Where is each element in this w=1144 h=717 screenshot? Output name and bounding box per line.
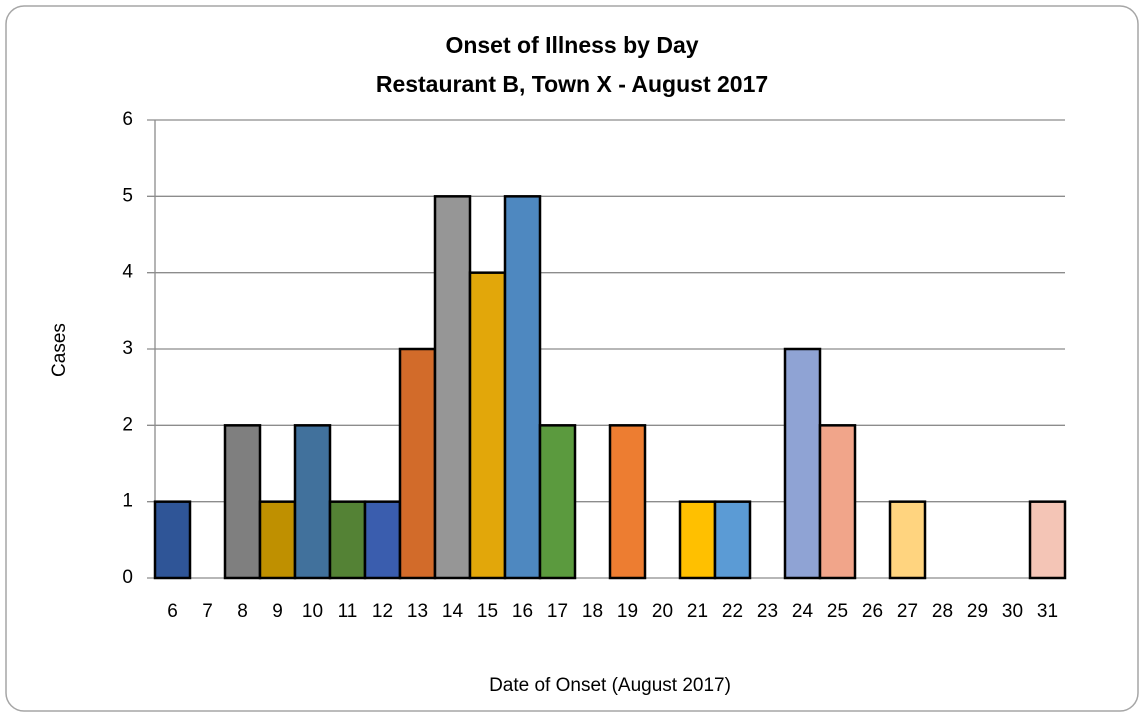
- x-tick-label: 8: [237, 601, 248, 622]
- bar: [503, 195, 542, 580]
- x-tick-label: 31: [1037, 601, 1058, 622]
- bar: [608, 424, 647, 580]
- bar: [783, 347, 822, 580]
- x-tick-label: 28: [932, 601, 953, 622]
- chart-title: Onset of Illness by Day: [445, 32, 698, 58]
- bar: [678, 500, 717, 580]
- y-tick-label: 2: [122, 414, 133, 435]
- bar: [223, 424, 262, 580]
- bar: [258, 500, 297, 580]
- x-tick-label: 7: [202, 601, 213, 622]
- bar: [888, 500, 927, 580]
- bar: [468, 271, 507, 580]
- x-tick-label: 17: [547, 601, 568, 622]
- x-tick-label: 13: [407, 601, 428, 622]
- x-tick-label: 26: [862, 601, 883, 622]
- bar: [538, 424, 577, 580]
- bar: [153, 500, 192, 580]
- x-tick-label: 14: [442, 601, 464, 622]
- x-tick-label: 23: [757, 601, 778, 622]
- x-tick-label: 27: [897, 601, 918, 622]
- x-axis-label: Date of Onset (August 2017): [489, 675, 731, 696]
- x-tick-label: 30: [1002, 601, 1023, 622]
- y-tick-label: 6: [122, 109, 133, 130]
- y-tick-label: 4: [122, 262, 133, 283]
- x-tick-label: 12: [372, 601, 393, 622]
- x-tick-label: 20: [652, 601, 673, 622]
- x-tick-label: 22: [722, 601, 743, 622]
- bar: [713, 500, 752, 580]
- bar: [433, 195, 472, 580]
- x-tick-label: 11: [338, 601, 358, 622]
- y-axis-label: Cases: [49, 323, 70, 377]
- chart-subtitle: Restaurant B, Town X - August 2017: [376, 71, 768, 97]
- x-tick-label: 21: [687, 601, 708, 622]
- x-tick-label: 6: [167, 601, 178, 622]
- bar: [1028, 500, 1067, 580]
- bar: [328, 500, 367, 580]
- y-tick-label: 3: [122, 338, 133, 359]
- x-tick-label: 10: [302, 601, 323, 622]
- y-tick-label: 5: [122, 185, 133, 206]
- y-tick-label: 0: [122, 567, 133, 588]
- bar: [363, 500, 402, 580]
- x-tick-label: 18: [582, 601, 603, 622]
- x-tick-label: 9: [272, 601, 283, 622]
- bar: [293, 424, 332, 580]
- x-tick-label: 24: [792, 601, 814, 622]
- x-tick-label: 19: [617, 601, 638, 622]
- x-tick-label: 15: [477, 601, 498, 622]
- bar: [818, 424, 857, 580]
- x-tick-label: 25: [827, 601, 848, 622]
- x-tick-label: 29: [967, 601, 988, 622]
- y-tick-label: 1: [122, 491, 133, 512]
- x-tick-label: 16: [512, 601, 533, 622]
- bar: [398, 347, 437, 580]
